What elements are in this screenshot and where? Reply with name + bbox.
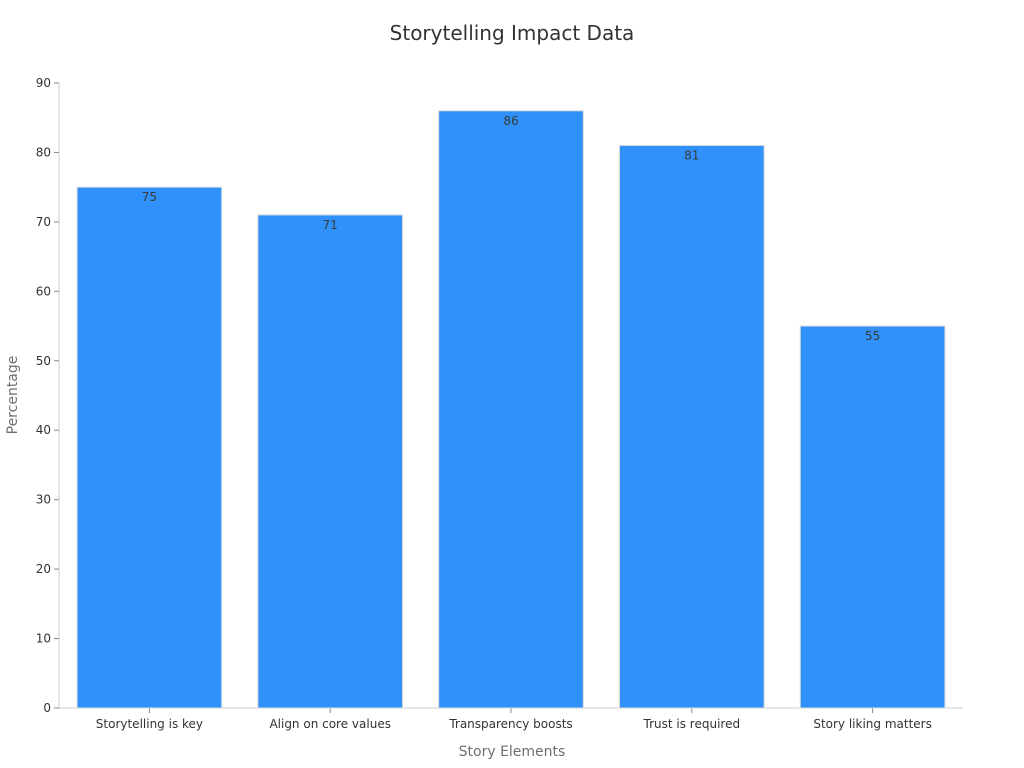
bar — [799, 325, 946, 709]
x-axis: Storytelling is key Align on core values T… — [59, 707, 963, 731]
bar-value-label: 71 — [323, 218, 338, 232]
bar — [618, 145, 765, 709]
y-axis: 0 10 20 30 40 50 60 70 80 90 — [36, 76, 60, 715]
bar — [76, 186, 223, 709]
bar-value-label: 86 — [503, 114, 518, 128]
x-axis-title: Story Elements — [459, 744, 566, 760]
bar-value-label: 55 — [865, 329, 880, 343]
y-tick-label: 10 — [36, 632, 51, 646]
x-tick-label: Story liking matters — [813, 717, 932, 731]
y-tick-label: 40 — [36, 423, 51, 437]
y-tick-label: 30 — [36, 493, 51, 507]
bar-value-label: 81 — [684, 149, 699, 163]
chart-title: Storytelling Impact Data — [390, 21, 635, 45]
y-tick-label: 80 — [36, 145, 51, 159]
bar-value-label: 75 — [142, 190, 157, 204]
bars-group — [76, 110, 946, 709]
bar — [438, 110, 584, 709]
x-tick-label: Storytelling is key — [96, 717, 203, 731]
data-labels-group: 75 71 86 81 55 — [142, 114, 880, 343]
bar — [257, 214, 404, 709]
x-tick-label: Align on core values — [269, 717, 391, 731]
y-tick-label: 50 — [36, 354, 51, 368]
x-tick-label: Transparency boosts — [448, 717, 572, 731]
y-tick-label: 90 — [36, 76, 51, 90]
y-tick-label: 0 — [43, 701, 51, 715]
y-axis-title: Percentage — [5, 356, 21, 435]
x-tick-label: Trust is required — [643, 717, 741, 731]
y-tick-label: 70 — [36, 215, 51, 229]
y-tick-label: 20 — [36, 562, 51, 576]
y-tick-label: 60 — [36, 284, 51, 298]
